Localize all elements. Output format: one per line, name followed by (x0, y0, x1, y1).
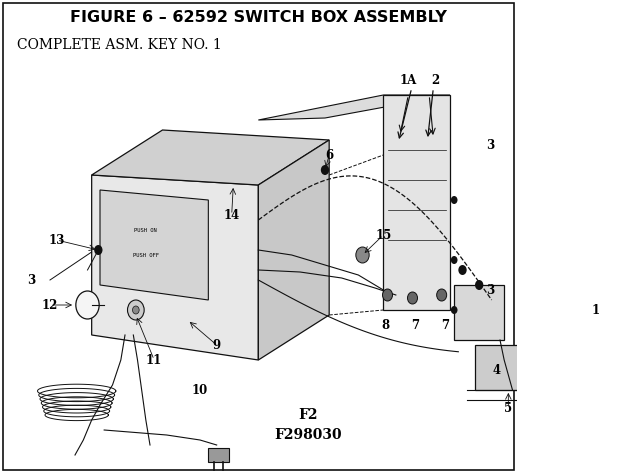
Text: 14: 14 (224, 209, 240, 221)
Polygon shape (92, 175, 259, 360)
Circle shape (76, 291, 99, 319)
Circle shape (128, 300, 144, 320)
Text: 3: 3 (486, 139, 494, 151)
Text: 6: 6 (325, 149, 333, 161)
Text: 3: 3 (486, 283, 494, 297)
Text: 7: 7 (411, 318, 419, 332)
Text: 2: 2 (431, 73, 439, 87)
Text: 15: 15 (375, 228, 391, 242)
Text: 7: 7 (441, 318, 449, 332)
Polygon shape (259, 140, 329, 360)
Text: 12: 12 (42, 298, 58, 312)
Text: 2: 2 (619, 322, 620, 334)
Text: F2: F2 (299, 408, 318, 422)
Text: F298030: F298030 (275, 428, 342, 442)
Circle shape (407, 292, 417, 304)
Text: 9: 9 (213, 339, 221, 351)
Text: 5: 5 (504, 402, 512, 414)
Text: PUSH ON: PUSH ON (135, 228, 157, 233)
Circle shape (383, 289, 392, 301)
Polygon shape (208, 448, 229, 462)
Circle shape (321, 165, 329, 175)
Polygon shape (92, 130, 329, 185)
Text: 10: 10 (192, 384, 208, 396)
Text: FIGURE 6 – 62592 SWITCH BOX ASSEMBLY: FIGURE 6 – 62592 SWITCH BOX ASSEMBLY (70, 10, 447, 26)
Circle shape (133, 306, 139, 314)
Circle shape (458, 265, 467, 275)
Polygon shape (383, 95, 450, 310)
Text: 11: 11 (146, 353, 162, 367)
Text: 4: 4 (493, 363, 501, 377)
Circle shape (356, 247, 369, 263)
Polygon shape (475, 345, 542, 390)
Polygon shape (454, 285, 504, 340)
Circle shape (475, 280, 484, 290)
Text: 1: 1 (591, 304, 600, 316)
Circle shape (451, 256, 458, 264)
Circle shape (451, 306, 458, 314)
Text: 13: 13 (48, 234, 65, 246)
Text: PUSH OFF: PUSH OFF (133, 253, 159, 257)
Circle shape (94, 245, 102, 255)
Polygon shape (100, 190, 208, 300)
Text: 3: 3 (27, 273, 36, 287)
Text: 1A: 1A (400, 73, 417, 87)
Polygon shape (259, 95, 450, 120)
Circle shape (451, 196, 458, 204)
Circle shape (436, 289, 446, 301)
Text: COMPLETE ASM. KEY NO. 1: COMPLETE ASM. KEY NO. 1 (17, 38, 221, 52)
Text: 8: 8 (381, 318, 389, 332)
